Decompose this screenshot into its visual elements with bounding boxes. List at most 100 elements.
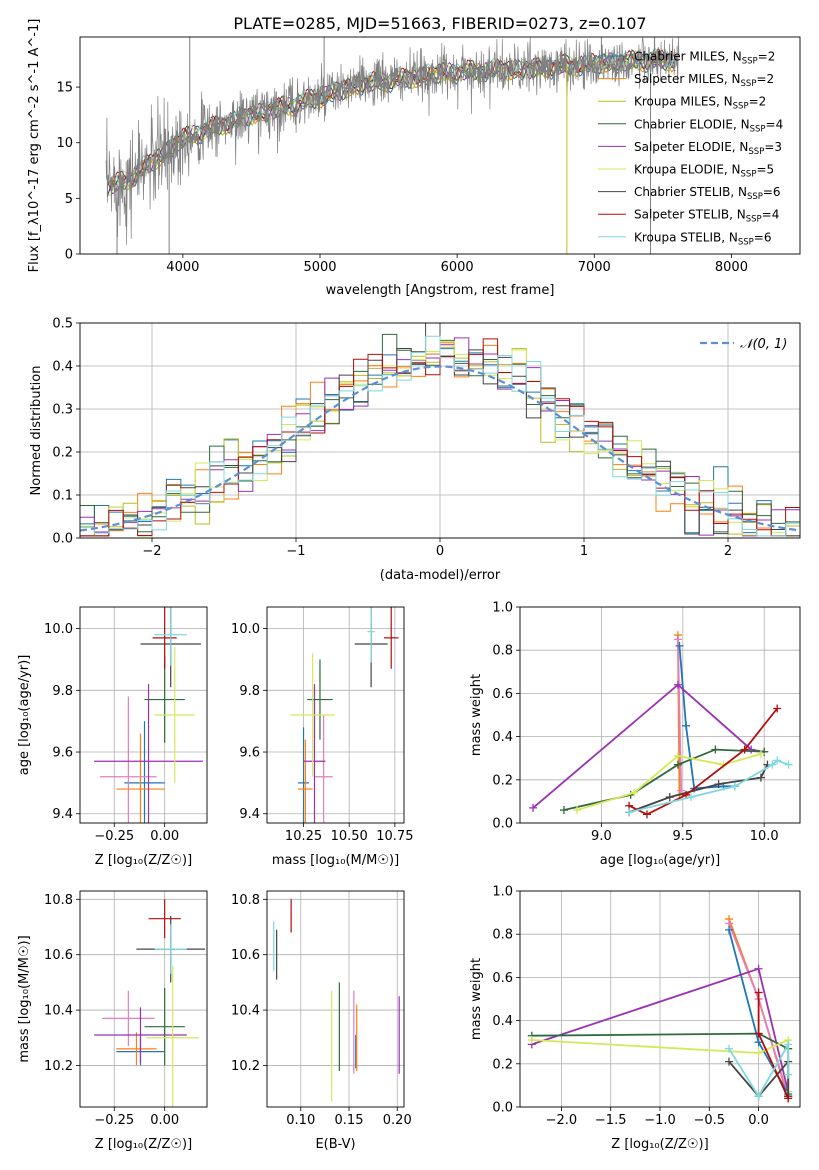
legend-tail: =3 <box>764 140 782 154</box>
y-axis-label: Flux [f_λ10^-17 erg cm^-2 s^-1 A^-1] <box>27 19 42 273</box>
weight-marker <box>756 749 765 758</box>
y-tick-label: 0.2 <box>492 1057 513 1072</box>
legend-subscript: SSP <box>747 192 763 202</box>
y-tick-label: 0.4 <box>492 1014 513 1029</box>
weight-marker <box>675 641 684 650</box>
y-tick-label: 10.2 <box>44 1059 73 1074</box>
legend-subscript: SSP <box>741 170 757 180</box>
legend-subscript: SSP <box>742 57 758 67</box>
y-tick-label: 9.8 <box>239 684 260 699</box>
panel-mass-weight-vs-Z: −2.0 −1.5 −1.0 −0.5 0.0 0.0 0.2 0.4 0.6 0.8 1.0 Z [… <box>469 885 801 1152</box>
weight-marker <box>527 1036 536 1045</box>
x-axis-label: Z [log₁₀(Z/Z☉)] <box>95 853 192 868</box>
weight-marker <box>773 756 782 765</box>
weight-marker <box>754 964 763 973</box>
legend-label: Salpeter ELODIE, NSSP=3 <box>634 140 782 157</box>
axes-frame <box>79 36 801 255</box>
legend-label: Kroupa STELIB, NSSP=6 <box>634 230 772 247</box>
x-axis-label: Z [log₁₀(Z/Z☉)] <box>611 1137 708 1152</box>
histogram-step-line <box>80 335 800 537</box>
y-tick-label: 0.2 <box>52 446 73 461</box>
legend-tail: =4 <box>766 117 784 131</box>
x-tick-label: −0.5 <box>694 1113 726 1128</box>
x-tick-label: 2 <box>724 544 732 559</box>
weight-marker <box>754 1029 763 1038</box>
y-tick-label: 10.6 <box>231 948 260 963</box>
y-tick-label: 0.5 <box>52 317 73 332</box>
plot-area <box>105 37 680 254</box>
x-tick-label: 5000 <box>303 260 336 275</box>
x-tick-label: 0.00 <box>150 829 179 844</box>
y-tick-label: 0.0 <box>52 532 73 547</box>
y-tick-label: 0.3 <box>52 403 73 418</box>
weight-marker <box>725 925 734 934</box>
x-axis-label: age [log₁₀(age/yr)] <box>600 853 721 868</box>
weight-marker <box>629 788 638 797</box>
x-tick-label: 0.00 <box>150 1113 179 1128</box>
plot-area <box>273 899 400 1102</box>
x-tick-label: 10.0 <box>750 829 779 844</box>
weight-marker <box>625 808 634 817</box>
x-tick-label: 0.10 <box>286 1113 315 1128</box>
weight-marker <box>730 782 739 791</box>
y-tick-label: 9.4 <box>239 807 260 822</box>
x-tick-label: 0.15 <box>335 1113 364 1128</box>
legend-subscript: SSP <box>746 215 762 225</box>
weight-marker <box>725 1044 734 1053</box>
weight-line <box>677 639 683 791</box>
x-tick-label: 9.0 <box>591 829 612 844</box>
y-tick-label: 10.4 <box>44 1004 73 1019</box>
panel-spectrum: 4000 5000 6000 7000 8000 0 5 10 15 wavelength [An… <box>27 19 801 298</box>
legend-tail: =6 <box>763 185 781 199</box>
weight-marker <box>768 760 777 769</box>
x-tick-label: 0.0 <box>748 1113 769 1128</box>
x-tick-label: 9.5 <box>672 829 693 844</box>
weight-line <box>678 645 735 790</box>
axes-frame <box>519 606 801 824</box>
weight-marker <box>714 780 723 789</box>
y-tick-label: 9.8 <box>52 684 73 699</box>
y-axis-label: mass weight <box>469 674 484 756</box>
weight-marker <box>673 680 682 689</box>
plot-area <box>527 915 793 1103</box>
y-tick-label: 10 <box>56 136 73 151</box>
panel-residual-histogram: −2 −1 0 1 2 0.0 0.1 0.2 0.3 0.4 0.5 𝒩(0, 1) (data-mo… <box>29 317 801 583</box>
legend-label: 𝒩(0, 1) <box>740 337 787 352</box>
y-tick-label: 9.4 <box>52 807 73 822</box>
observed-spectrum-line <box>105 37 680 245</box>
x-tick-label: 10.25 <box>285 829 322 844</box>
y-tick-label: 0 <box>65 248 73 263</box>
y-tick-label: 0.4 <box>492 730 513 745</box>
y-tick-label: 0.0 <box>492 817 513 832</box>
x-tick-label: 6000 <box>441 260 474 275</box>
weight-marker <box>773 704 782 713</box>
legend-label: Chabrier ELODIE, NSSP=4 <box>634 117 783 134</box>
y-axis-label: Normed distribution <box>29 366 44 496</box>
legend-tail: =5 <box>756 163 774 177</box>
y-tick-label: 10.4 <box>231 1004 260 1019</box>
y-tick-label: 0.6 <box>492 971 513 986</box>
panel-mass-vs-ebv: 0.10 0.15 0.20 10.2 10.4 10.6 10.8 E(B-V) <box>231 890 412 1152</box>
y-tick-label: 10.2 <box>231 1059 260 1074</box>
weight-marker <box>754 1038 763 1047</box>
legend-subscript: SSP <box>741 79 757 89</box>
x-tick-label: 4000 <box>166 260 199 275</box>
plot-area <box>94 899 205 1107</box>
weight-marker <box>529 803 538 812</box>
panel-mass-vs-Z: −0.25 0.00 10.2 10.4 10.6 10.8 Z [log₁₀(Z/Z☉)]… <box>17 890 208 1152</box>
legend-subscript: SSP <box>748 147 764 157</box>
y-axis-label: age [log₁₀(age/yr)] <box>17 655 32 776</box>
plot-area <box>529 631 793 819</box>
weight-marker <box>784 1070 793 1079</box>
y-tick-label: 1.0 <box>492 885 513 900</box>
legend-label: Salpeter MILES, NSSP=2 <box>634 72 774 89</box>
weight-marker <box>682 721 691 730</box>
y-tick-label: 9.6 <box>239 746 260 761</box>
normal-pdf-line <box>80 365 800 532</box>
y-tick-label: 15 <box>56 81 73 96</box>
weight-marker <box>686 793 695 802</box>
legend-tail: =4 <box>762 208 780 222</box>
y-tick-label: 10.6 <box>44 948 73 963</box>
plot-area <box>94 607 203 823</box>
